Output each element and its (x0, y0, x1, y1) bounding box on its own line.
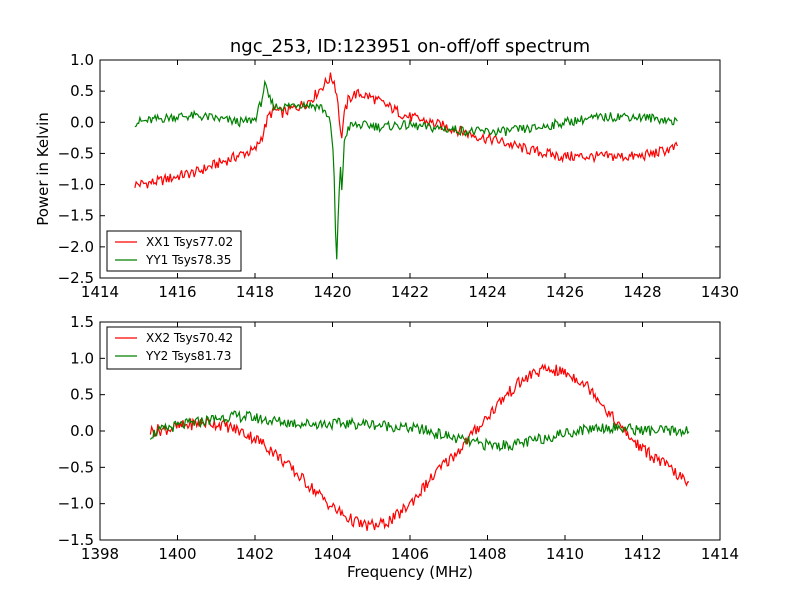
x-tick-label: 1428 (623, 283, 661, 301)
x-axis-label: Frequency (MHz) (347, 563, 473, 581)
series-line-1-2 (134, 79, 678, 260)
x-tick-label: 1426 (546, 283, 584, 301)
y-tick-label: −1.5 (58, 531, 94, 549)
y-tick-label: 0.5 (70, 82, 94, 100)
x-tick-label: 1424 (468, 283, 506, 301)
x-tick-label: 1414 (81, 283, 119, 301)
y-tick-label: 0.0 (70, 113, 94, 131)
legend: XX2 Tsys70.42 YY2 Tsys81.73 (106, 326, 242, 370)
x-tick-label: 1410 (546, 545, 584, 563)
x-tick-label: 1416 (158, 283, 196, 301)
y-tick-label: 0.0 (70, 422, 94, 440)
x-tick-label: 1412 (623, 545, 661, 563)
x-tick-label: 1404 (313, 545, 351, 563)
legend-label: YY1 Tsys78.35 (145, 253, 231, 267)
legend-box (106, 326, 242, 370)
legend: XX1 Tsys77.02 YY1 Tsys78.35 (106, 230, 242, 272)
y-tick-label: 1.0 (70, 349, 94, 367)
chart-title: ngc_253, ID:123951 on-off/off spectrum (230, 36, 590, 57)
y-axis-label: Power in Kelvin (34, 112, 52, 226)
y-tick-label: −0.5 (58, 144, 94, 162)
x-tick-label: 1402 (236, 545, 274, 563)
series-line-2-1 (149, 363, 690, 531)
x-tick-label: 1400 (158, 545, 196, 563)
y-tick-label: −2.5 (58, 269, 94, 287)
y-tick-label: 1.5 (70, 313, 94, 331)
chart-panel-1: 1414 1416 1418 1420 1422 1424 1426 1428 1430 1.0 0… (34, 36, 739, 301)
x-tick-label: 1414 (701, 545, 739, 563)
y-tick-label: −1.5 (58, 207, 94, 225)
chart-panel-2: 1398 1400 1402 1404 1406 1408 1410 1412 1414 1.5 1… (58, 313, 740, 581)
y-tick-label: 0.5 (70, 386, 94, 404)
y-tick-label: 1.0 (70, 51, 94, 69)
series-line-1-1 (134, 72, 678, 189)
x-tick-label: 1408 (468, 545, 506, 563)
x-tick-label: 1430 (701, 283, 739, 301)
y-tick-label: −1.0 (58, 176, 94, 194)
legend-label: XX2 Tsys70.42 (146, 331, 233, 345)
x-tick-label: 1406 (391, 545, 429, 563)
series-line-2-2 (149, 409, 690, 452)
y-tick-label: −1.0 (58, 495, 94, 513)
x-tick-label: 1418 (236, 283, 274, 301)
y-tick-label: −0.5 (58, 458, 94, 476)
legend-box (106, 230, 242, 272)
legend-label: XX1 Tsys77.02 (146, 235, 233, 249)
x-tick-label: 1420 (313, 283, 351, 301)
x-tick-label: 1398 (81, 545, 119, 563)
y-tick-label: −2.0 (58, 238, 94, 256)
x-tick-label: 1422 (391, 283, 429, 301)
legend-label: YY2 Tsys81.73 (145, 349, 231, 363)
